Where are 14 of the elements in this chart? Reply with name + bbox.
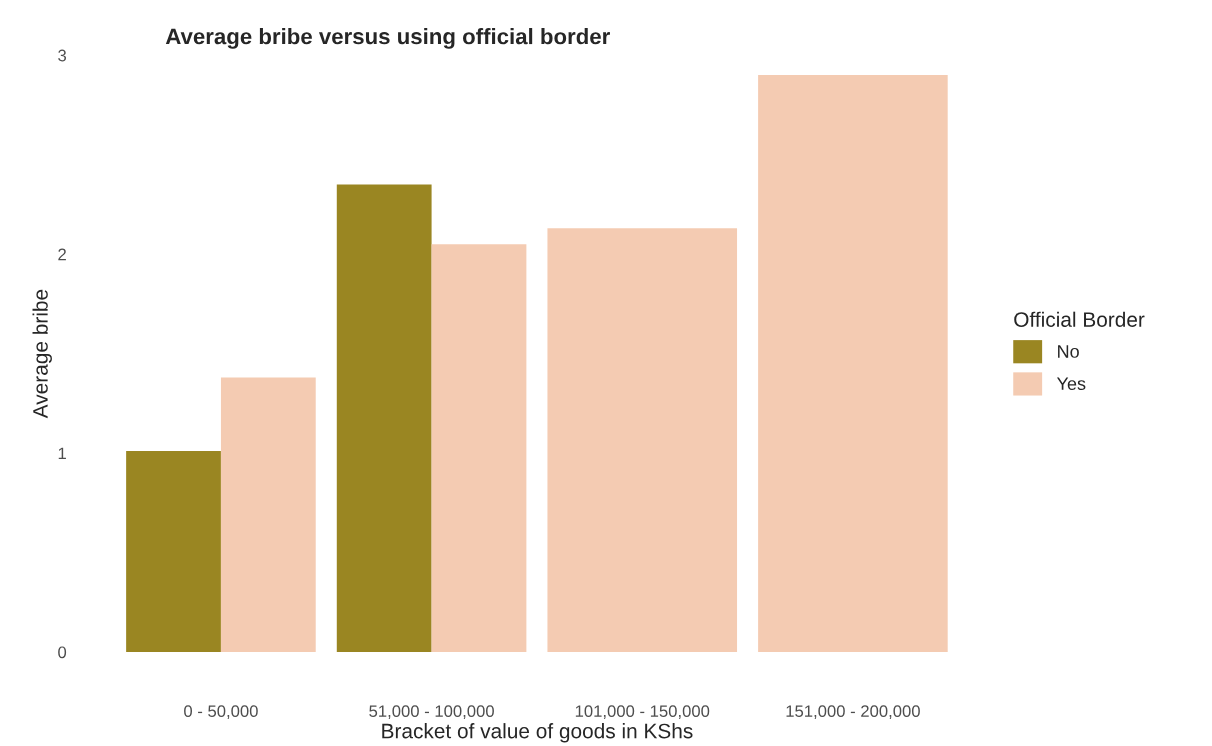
x-tick-label: 51,000 - 100,000 — [369, 705, 494, 719]
legend-title: Official Border — [1014, 311, 1145, 327]
x-tick-label: 101,000 - 150,000 — [575, 705, 710, 719]
y-axis-title: Average bribe — [32, 289, 52, 419]
chart-title: Average bribe versus using official border — [165, 27, 610, 49]
y-tick-label: 3 — [58, 49, 67, 62]
x-tick-label: 151,000 - 200,000 — [786, 705, 920, 719]
y-tick-label: 0 — [58, 646, 67, 659]
y-tick-label: 1 — [58, 447, 66, 460]
legend-label: No — [1058, 345, 1079, 358]
y-tick-label: 2 — [58, 248, 66, 261]
x-axis-title: Bracket of value of goods in KShs — [382, 723, 693, 743]
legend-label: Yes — [1056, 377, 1086, 391]
x-tick-label: 0 - 50,000 — [184, 705, 258, 719]
